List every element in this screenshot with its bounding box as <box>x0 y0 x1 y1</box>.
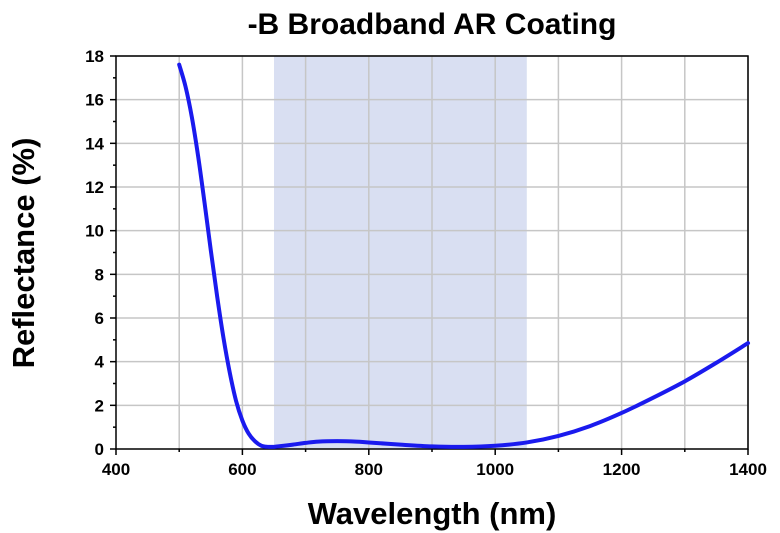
y-tick-label: 16 <box>85 91 104 110</box>
y-tick-label: 6 <box>95 309 104 328</box>
y-tick-label: 2 <box>95 396 104 415</box>
chart-title: -B Broadband AR Coating <box>248 8 617 41</box>
x-tick-label: 800 <box>355 460 383 479</box>
reflectance-series-line <box>177 62 750 449</box>
y-tick-label: 18 <box>85 47 104 66</box>
y-tick-label: 14 <box>85 134 104 153</box>
y-axis-title: Reflectance (%) <box>6 138 41 369</box>
x-tick-label: 1000 <box>476 460 514 479</box>
x-tick-label: 1200 <box>603 460 641 479</box>
highlight-band <box>274 56 527 449</box>
y-tick-label: 8 <box>95 265 104 284</box>
y-tick-label: 10 <box>85 222 104 241</box>
x-axis-title: Wavelength (nm) <box>308 496 557 531</box>
y-tick-label: 4 <box>95 353 105 372</box>
y-tick-label: 12 <box>85 178 104 197</box>
x-tick-label: 400 <box>102 460 130 479</box>
x-tick-label: 600 <box>228 460 256 479</box>
x-tick-label: 1400 <box>729 460 767 479</box>
y-tick-label: 0 <box>95 440 104 459</box>
